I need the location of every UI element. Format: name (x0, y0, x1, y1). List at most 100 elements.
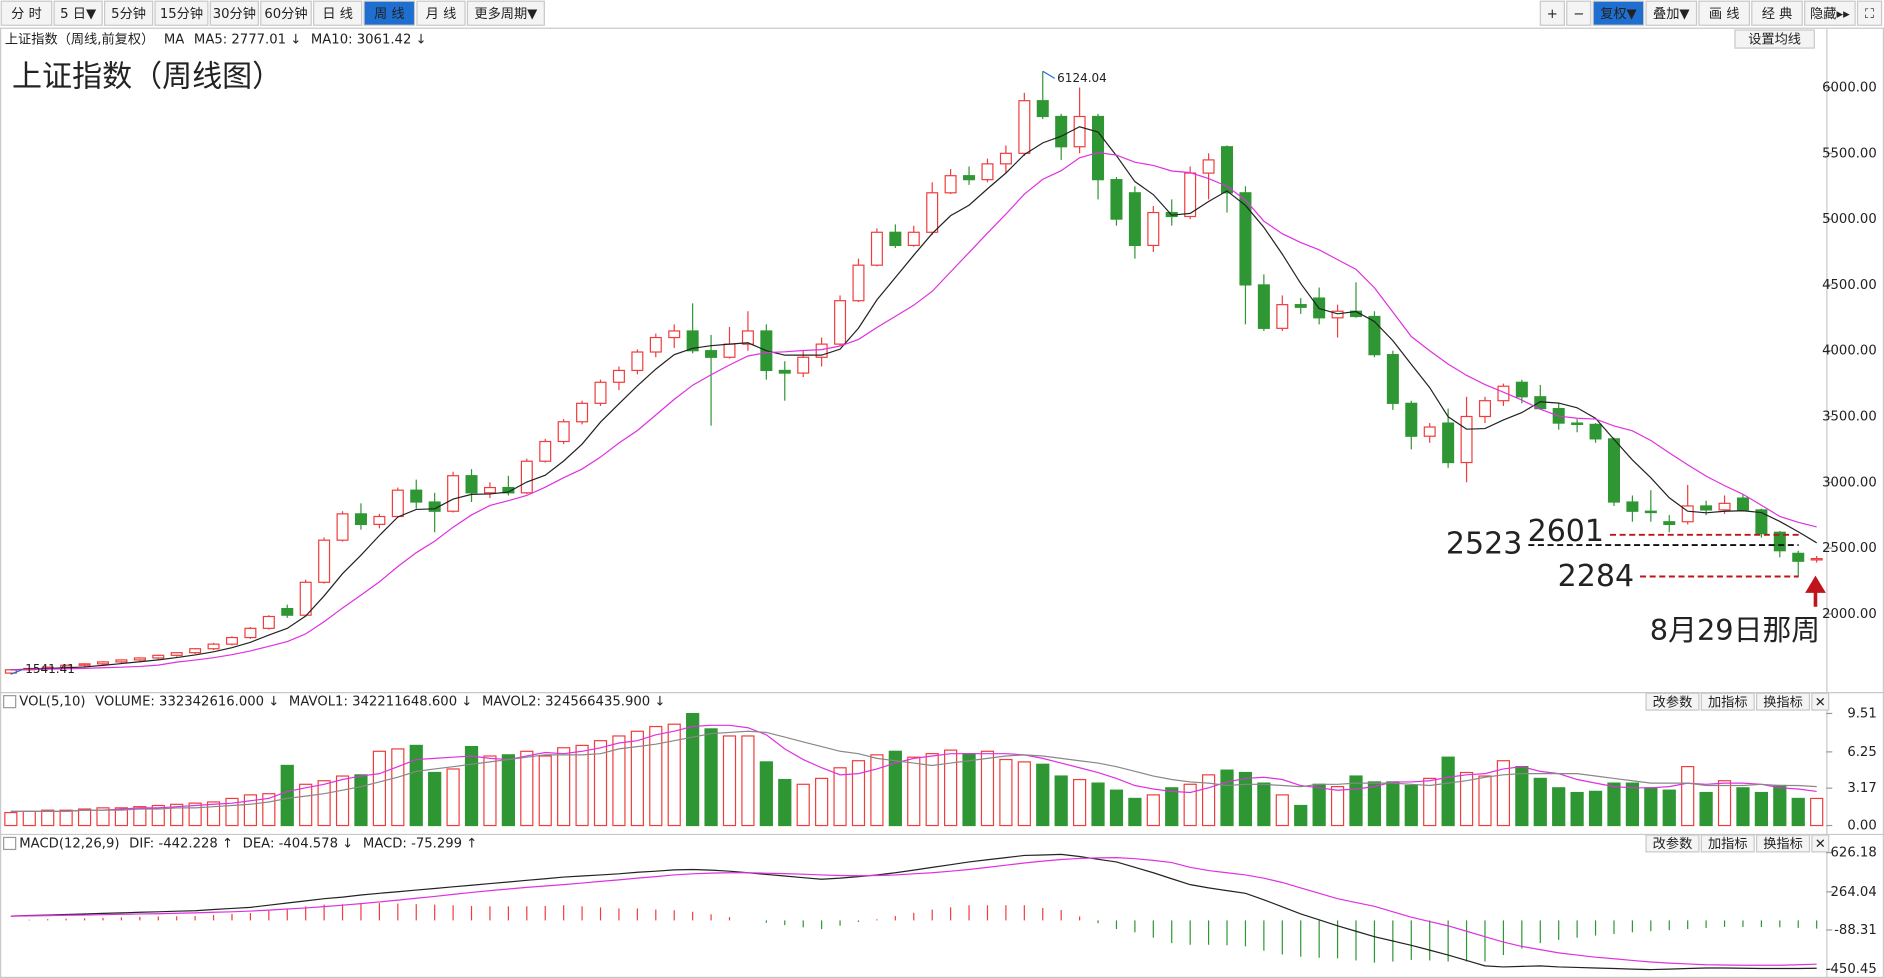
candle-body (778, 369, 791, 374)
toolbar-label[interactable]: 月 线 (426, 6, 457, 22)
toolbar-button[interactable] (1804, 0, 1856, 26)
volume-bar (1515, 766, 1529, 827)
candle-body (1626, 501, 1639, 512)
candle-body (1073, 115, 1086, 148)
candle-body (78, 663, 91, 666)
toolbar-button[interactable] (1645, 0, 1698, 26)
candle-body (1386, 354, 1399, 404)
toolbar-button[interactable] (154, 0, 209, 26)
volume-bar (1625, 782, 1640, 827)
settings-button[interactable] (1734, 29, 1815, 49)
toolbar-button[interactable] (416, 0, 466, 26)
candle-body (1571, 422, 1584, 425)
toolbar-label[interactable]: 60分钟 (264, 5, 307, 22)
y-tick-label: 2500.00 (1822, 541, 1877, 556)
volume-bar (501, 754, 515, 827)
volume-bar (428, 771, 442, 827)
panel-button-label[interactable]: 改参数 (1653, 693, 1693, 710)
toolbar-label[interactable]: 叠加▼ (1653, 6, 1690, 22)
toolbar-label[interactable]: 15分钟 (160, 5, 203, 22)
toolbar-label[interactable]: 更多周期▼ (474, 5, 538, 22)
chart-title: 上证指数（周线图） (12, 60, 282, 95)
toolbar-button[interactable] (53, 0, 103, 26)
volume-bar (1183, 783, 1197, 827)
toolbar-label[interactable]: 隐藏▸▸ (1810, 6, 1850, 22)
toolbar-label[interactable]: 画 线 (1709, 6, 1740, 22)
toolbar-button[interactable] (1751, 0, 1803, 26)
toolbar-label[interactable]: 周 线 (374, 6, 405, 22)
candle-body (483, 486, 496, 494)
panel-button[interactable] (1700, 692, 1755, 711)
volume-bar (1588, 790, 1603, 827)
toolbar-label[interactable]: 经 典 (1762, 6, 1793, 22)
toolbar-button[interactable] (1566, 0, 1592, 26)
volume-bar (1386, 781, 1400, 827)
toolbar-button[interactable] (1856, 0, 1883, 26)
panel-button-label[interactable]: 换指标 (1763, 836, 1803, 852)
toolbar-button[interactable] (1698, 0, 1750, 26)
panel-button[interactable] (1700, 834, 1755, 853)
toolbar-button[interactable] (1539, 0, 1565, 26)
toolbar-label[interactable]: 日 线 (322, 6, 353, 22)
volume-bar (1496, 760, 1511, 827)
toolbar-label[interactable]: + (1547, 7, 1558, 22)
candle-body (354, 513, 367, 525)
volume-bar (796, 783, 810, 827)
toolbar-label[interactable]: 5 日▼ (60, 7, 97, 22)
note-label: 8月29日那周 (1650, 613, 1820, 647)
toolbar-label[interactable]: 复权▼ (1600, 5, 1637, 22)
panel-button-label[interactable]: 加指标 (1708, 836, 1748, 852)
y-tick-label: 626.18 (1831, 846, 1877, 861)
panel-button-label[interactable]: 改参数 (1653, 835, 1693, 852)
candle-body (520, 460, 533, 494)
panel-button[interactable] (1755, 834, 1811, 853)
candle-body (889, 231, 902, 247)
candle-body (539, 440, 552, 462)
y-tick-label: 3000.00 (1822, 475, 1877, 490)
toolbar-button[interactable] (363, 0, 416, 26)
volume-bar (1054, 775, 1068, 827)
toolbar-button[interactable] (260, 0, 312, 26)
candle-body (1239, 192, 1252, 286)
candle-body (631, 351, 644, 372)
candle-body (870, 231, 883, 266)
candle-body (1497, 385, 1510, 402)
candle-body (557, 421, 570, 443)
help-icon[interactable] (3, 836, 17, 851)
panel-button[interactable] (1645, 834, 1700, 853)
volume-bar (446, 768, 460, 827)
settings-label[interactable]: 设置均线 (1748, 32, 1801, 48)
toolbar-button[interactable] (1592, 0, 1645, 26)
toolbar-label[interactable]: − (1573, 7, 1584, 22)
volume-bar (335, 775, 350, 827)
toolbar-button[interactable] (0, 0, 53, 26)
panel-button[interactable] (1811, 692, 1830, 711)
toolbar-button[interactable] (466, 0, 545, 26)
volume-bar (925, 753, 939, 827)
panel-button[interactable] (1645, 692, 1700, 711)
panel-button-label[interactable]: ✕ (1815, 837, 1826, 852)
volume-bar (815, 777, 829, 827)
volume-bar (575, 744, 589, 827)
candle-body (1644, 510, 1657, 514)
toolbar-button[interactable] (209, 0, 259, 26)
toolbar-button[interactable] (313, 0, 363, 26)
panel-button-label[interactable]: ✕ (1815, 695, 1826, 710)
candle-body (1442, 422, 1455, 464)
panel-button[interactable] (1755, 692, 1811, 711)
volume-bar (22, 810, 36, 827)
toolbar-button[interactable] (103, 0, 154, 26)
candle-body (1202, 159, 1215, 174)
volume-bar (1791, 797, 1805, 827)
panel-button-label[interactable]: 换指标 (1763, 694, 1803, 710)
panel-button-label[interactable]: 加指标 (1708, 694, 1748, 710)
panel-button[interactable] (1811, 834, 1830, 853)
toolbar-label[interactable]: 分 时 (11, 6, 42, 22)
y-tick-label: 3.17 (1847, 781, 1876, 796)
help-icon[interactable] (3, 695, 17, 709)
toolbar-label[interactable]: 5分钟 (111, 5, 146, 22)
candle-body (281, 608, 294, 616)
toolbar-label[interactable]: 30分钟 (213, 5, 256, 22)
toolbar-label[interactable]: ⛶ (1864, 7, 1875, 22)
candle-body (299, 581, 312, 616)
